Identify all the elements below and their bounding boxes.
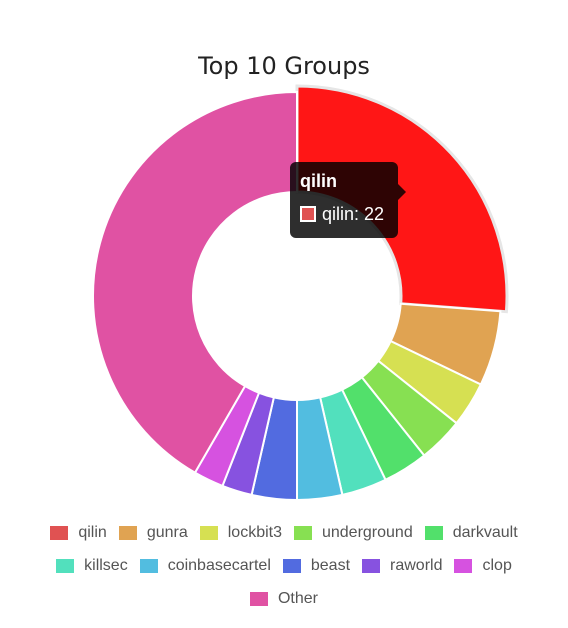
chart-title: Top 10 Groups — [198, 52, 370, 80]
legend-swatch — [139, 558, 158, 573]
legend-swatch — [118, 525, 137, 540]
legend-swatch — [199, 525, 218, 540]
legend-swatch — [293, 525, 312, 540]
legend-item-gunra[interactable]: gunra — [118, 523, 188, 542]
legend: qilin gunra lockbit3 underground darkvault ki… — [0, 516, 568, 615]
tooltip-text: qilin: 22 — [322, 204, 385, 224]
slice-other[interactable] — [92, 90, 298, 475]
legend-swatch — [454, 558, 473, 573]
tooltip: qilin qilin: 22 — [290, 162, 406, 238]
legend-label: clop — [482, 556, 512, 574]
legend-label: raworld — [390, 556, 443, 574]
legend-item-qilin[interactable]: qilin — [50, 523, 107, 542]
tooltip-title: qilin — [300, 171, 337, 191]
tooltip-arrow — [398, 184, 406, 200]
legend-item-beast[interactable]: beast — [282, 556, 351, 575]
legend-swatch — [249, 591, 268, 606]
legend-item-raworld[interactable]: raworld — [362, 557, 442, 575]
legend-item-lockbit3[interactable]: lockbit3 — [199, 523, 282, 542]
legend-item-darkvault[interactable]: darkvault — [424, 523, 518, 542]
legend-item-clop[interactable]: clop — [454, 556, 512, 575]
legend-row: killsec coinbasecartel beast raworld clop — [0, 549, 568, 582]
legend-label: qilin — [78, 523, 107, 541]
legend-label: lockbit3 — [227, 523, 282, 541]
legend-item-killsec[interactable]: killsec — [56, 557, 128, 575]
legend-label: underground — [321, 523, 413, 541]
legend-swatch — [56, 558, 75, 573]
legend-item-underground[interactable]: underground — [293, 523, 413, 542]
legend-swatch — [424, 525, 443, 540]
donut-chart — [92, 84, 509, 500]
legend-label: killsec — [84, 556, 128, 574]
legend-label: coinbasecartel — [167, 556, 271, 574]
legend-label: gunra — [146, 523, 188, 541]
legend-row: Other — [0, 582, 568, 615]
legend-swatch — [282, 558, 301, 573]
legend-item-other[interactable]: Other — [249, 589, 318, 608]
legend-item-coinbasecartel[interactable]: coinbasecartel — [139, 556, 271, 575]
legend-label: Other — [277, 589, 318, 607]
legend-label: darkvault — [452, 523, 518, 541]
tooltip-swatch — [300, 206, 316, 222]
legend-swatch — [362, 558, 381, 573]
legend-swatch — [50, 525, 69, 540]
legend-row: qilin gunra lockbit3 underground darkvault — [0, 516, 568, 549]
legend-label: beast — [310, 556, 351, 574]
